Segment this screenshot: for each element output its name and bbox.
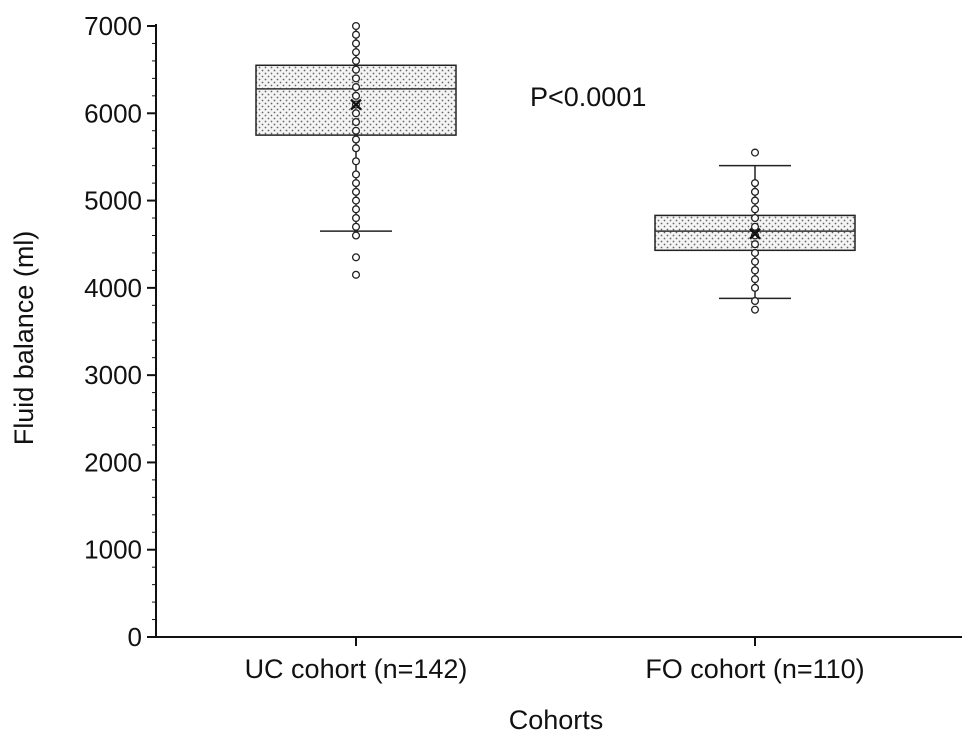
data-point — [351, 196, 361, 205]
y-tick-label: 6000 — [84, 98, 142, 128]
data-point — [351, 270, 361, 279]
data-point — [750, 187, 760, 196]
data-point — [351, 135, 361, 144]
y-axis-label: Fluid balance (ml) — [9, 231, 39, 446]
data-point — [750, 222, 760, 231]
data-point — [750, 148, 760, 157]
data-point — [351, 179, 361, 188]
data-point — [351, 231, 361, 240]
data-point — [750, 240, 760, 249]
x-tick-label: UC cohort (n=142) — [245, 654, 468, 684]
data-point — [351, 170, 361, 179]
data-point — [750, 196, 760, 205]
data-point — [750, 213, 760, 223]
data-point — [351, 30, 361, 39]
data-point — [351, 56, 361, 65]
data-point — [351, 39, 361, 48]
y-tick-label: 7000 — [84, 11, 142, 41]
data-point — [351, 144, 361, 153]
data-point — [750, 205, 760, 214]
data-point — [750, 275, 760, 284]
mean-marker — [350, 98, 362, 111]
data-point — [351, 253, 361, 262]
data-point — [750, 257, 760, 266]
data-point — [750, 305, 760, 314]
y-tick-label: 4000 — [84, 273, 142, 303]
y-tick-label: 3000 — [84, 360, 142, 390]
box-group — [255, 21, 457, 279]
y-tick-label: 0 — [128, 622, 142, 652]
data-point — [351, 74, 361, 83]
data-point — [351, 187, 361, 196]
data-point — [351, 222, 361, 231]
data-point — [750, 283, 760, 292]
x-tick-label: FO cohort (n=110) — [645, 654, 864, 684]
data-point — [351, 109, 361, 118]
y-tick-label: 2000 — [84, 447, 142, 477]
data-point — [351, 213, 361, 223]
data-point — [351, 91, 361, 100]
data-point — [351, 157, 361, 166]
data-point — [351, 126, 361, 135]
data-point — [351, 83, 361, 92]
data-point — [750, 179, 760, 188]
data-point — [750, 266, 760, 275]
data-point — [750, 296, 760, 306]
y-tick-label: 5000 — [84, 186, 142, 216]
box-group — [654, 148, 856, 314]
data-point — [351, 65, 361, 74]
data-point — [351, 48, 361, 57]
y-tick-label: 1000 — [84, 535, 142, 565]
mean-marker — [749, 227, 761, 240]
x-axis-label: Cohorts — [509, 705, 604, 735]
data-point — [750, 248, 760, 257]
data-point — [351, 205, 361, 214]
p-value-annotation: P<0.0001 — [530, 82, 646, 112]
data-point — [351, 21, 361, 31]
data-point — [351, 117, 361, 127]
